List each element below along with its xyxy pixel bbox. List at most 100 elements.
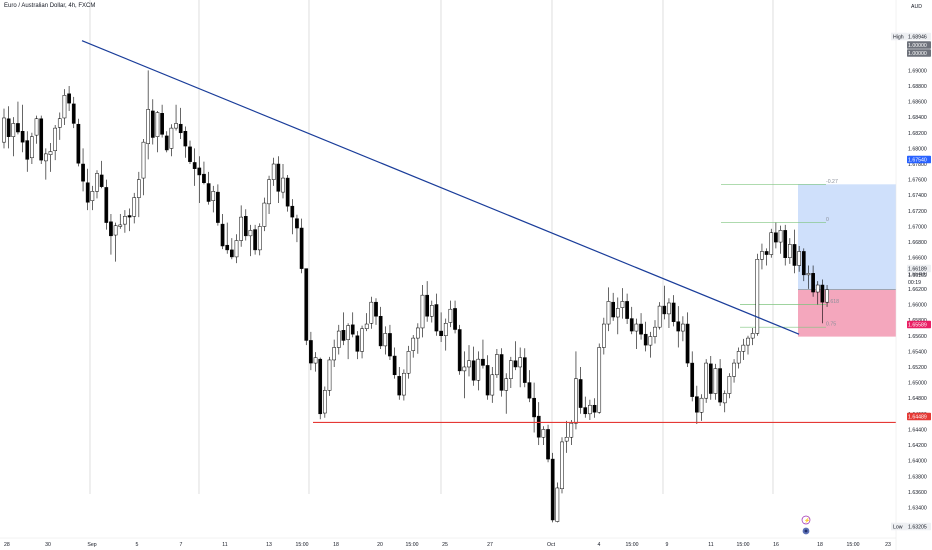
candle — [164, 135, 169, 151]
descending-trendline[interactable] — [81, 40, 800, 335]
candle — [820, 284, 825, 303]
candle — [788, 244, 792, 258]
candle — [230, 249, 234, 258]
price-tick-label: 1.67000 — [908, 224, 927, 230]
time-tick-label: 18 — [333, 542, 339, 548]
candle — [20, 130, 25, 143]
candle — [109, 221, 113, 237]
price-badge-gray: 1.00000 — [907, 41, 931, 49]
price-tick-label: 1.63600 — [908, 490, 927, 496]
price-tick-label: 1.66600 — [908, 256, 927, 262]
candle — [527, 382, 532, 399]
stop-zone[interactable] — [798, 289, 906, 337]
candle — [150, 110, 155, 138]
alert-icon[interactable]: ⚡ — [801, 515, 811, 525]
candle — [792, 244, 797, 266]
candle — [299, 227, 304, 269]
candle — [625, 301, 629, 319]
candle — [360, 328, 364, 352]
candle — [778, 230, 783, 243]
price-badge-value: 1.64489 — [908, 415, 927, 421]
candle — [611, 301, 615, 318]
candle — [471, 360, 476, 381]
candle — [216, 191, 220, 223]
candle — [355, 335, 360, 352]
time-tick-label: 9 — [666, 542, 669, 548]
price-tick-label: 1.68200 — [908, 131, 927, 137]
candle — [95, 173, 99, 192]
price-tick-label: 1.66200 — [908, 287, 927, 293]
candle — [513, 360, 518, 368]
symbol-title: Euro / Australian Dollar, 4h, FXCM — [4, 3, 96, 9]
candle — [532, 397, 536, 418]
target-zone[interactable] — [798, 184, 906, 290]
candle — [178, 123, 183, 134]
candle — [225, 244, 230, 251]
time-axis[interactable]: 28 30 Sep 5 7 11 13 15:00 18 20 15:00 25 27 Oct 4 15:00… — [0, 537, 896, 548]
price-tick-label: 1.64000 — [908, 459, 927, 465]
candle — [662, 305, 667, 315]
candle — [146, 109, 151, 144]
price-badges: High 1.689461.000001.000001.675401.661891… — [891, 32, 931, 531]
candle — [485, 365, 490, 396]
candle — [713, 368, 718, 394]
candle — [718, 368, 722, 403]
candle — [429, 305, 434, 317]
candle — [350, 324, 355, 335]
candle — [797, 251, 801, 266]
candle — [392, 355, 397, 376]
candle — [202, 173, 206, 184]
candle — [760, 251, 764, 260]
candle — [453, 308, 457, 330]
candle — [518, 357, 522, 368]
time-tick-label: 11 — [222, 542, 227, 548]
candle — [243, 216, 248, 237]
candle — [643, 333, 648, 346]
price-tick-label: 1.65400 — [908, 349, 927, 355]
time-tick-label: 15:00 — [406, 542, 419, 548]
candle — [704, 362, 708, 399]
candle — [378, 315, 383, 347]
price-tick-label: 1.68400 — [908, 115, 927, 121]
candle — [30, 136, 34, 159]
candle — [104, 187, 109, 223]
candle — [615, 308, 620, 318]
candle — [406, 351, 411, 374]
candle — [481, 358, 485, 366]
candle — [522, 357, 527, 383]
candle — [550, 458, 555, 521]
candle — [206, 183, 211, 202]
candle — [597, 347, 602, 413]
candle — [57, 118, 62, 128]
price-badge-value: 1.00000 — [908, 43, 927, 49]
candle — [825, 289, 829, 303]
candle — [416, 327, 420, 339]
price-badge-last: 1.66189 — [907, 264, 931, 273]
candle — [16, 123, 20, 133]
session-separators — [89, 0, 774, 494]
time-tick-label: 15:00 — [847, 542, 860, 548]
candle — [174, 123, 178, 129]
candle — [657, 305, 662, 328]
price-badge-plain: 1.66169 — [908, 273, 927, 279]
fib-levels[interactable]: -0.27 0 0.618 0.75 — [721, 179, 839, 328]
price-axis[interactable]: AUD 1.692001.690001.688001.686001.684001… — [895, 0, 932, 550]
candle — [811, 273, 815, 293]
fib-level-label: 0.618 — [826, 299, 839, 305]
price-badge-low: Low 1.63205 — [891, 522, 931, 531]
price-tick-label: 1.64800 — [908, 396, 927, 402]
candle — [685, 323, 690, 364]
event-marker-icon[interactable] — [802, 527, 810, 535]
candle — [462, 366, 467, 372]
candle — [574, 378, 578, 424]
candle — [448, 308, 453, 323]
candle — [234, 240, 239, 258]
time-tick-label: 4 — [598, 542, 601, 548]
candle — [648, 336, 653, 346]
candle — [536, 415, 541, 438]
candle — [262, 202, 267, 227]
time-tick-label: 27 — [487, 542, 493, 548]
time-tick-label: 16 — [773, 542, 779, 548]
candle — [620, 301, 625, 308]
